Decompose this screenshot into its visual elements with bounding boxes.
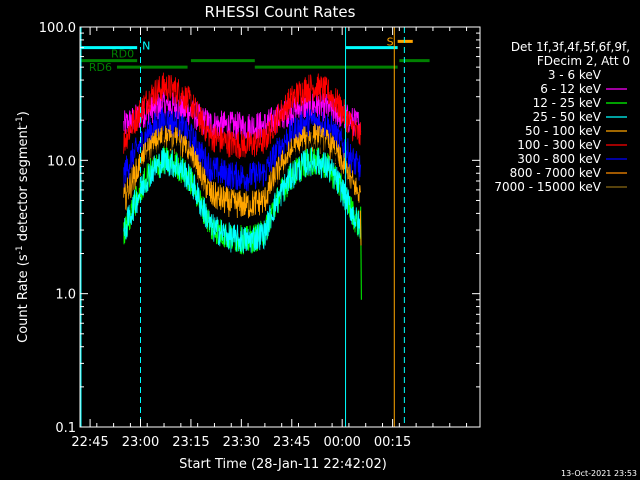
legend-label: 300 - 800 keV [517, 152, 601, 166]
series-line-25-50keV [123, 146, 362, 254]
chart-title: RHESSI Count Rates [205, 3, 356, 21]
legend-label: 6 - 12 keV [540, 82, 602, 96]
flag-label: N [142, 40, 150, 53]
legend-header-line-2: FDecim 2, Att 0 [537, 54, 630, 68]
plot-frame [79, 26, 481, 428]
legend-label: 100 - 300 keV [517, 138, 601, 152]
x-tick-label: 22:45 [71, 435, 108, 450]
series-line-3-6keV [123, 133, 362, 249]
x-tick-label: 00:15 [374, 435, 411, 450]
legend-header-line-1: Det 1f,3f,4f,5f,6f,9f, [511, 40, 630, 54]
x-tick-label: 23:30 [223, 435, 260, 450]
legend-label: 7000 - 15000 keV [494, 180, 601, 194]
series-line-100-300keV [123, 72, 362, 160]
series-dropout [359, 210, 362, 246]
y-tick-label: 0.1 [55, 421, 76, 436]
axis-layer: 0.1 1.0 10.0 100.0 22:45 23:00 23:15 23:30 23:45… [39, 21, 480, 450]
legend-label: 3 - 6 keV [548, 68, 602, 82]
x-tick-label: 23:15 [172, 435, 209, 450]
series-line-300-800keV [123, 107, 362, 192]
x-tick-label: 00:00 [323, 435, 360, 450]
x-axis-label: Start Time (28-Jan-11 22:42:02) [179, 457, 387, 472]
series-layer [123, 72, 362, 300]
x-tick-label: 23:45 [273, 435, 310, 450]
flag-label: RD0 [111, 48, 134, 61]
x-tick-label: 23:00 [122, 435, 159, 450]
flag-label: RD6 [89, 61, 112, 74]
legend-label: 12 - 25 keV [533, 96, 602, 110]
y-tick-label: 100.0 [39, 21, 76, 36]
legend-label: 25 - 50 keV [533, 110, 602, 124]
legend: Det 1f,3f,4f,5f,6f,9f, FDecim 2, Att 0 3… [494, 40, 630, 194]
vertical-lines-layer [80, 27, 405, 427]
series-line-6-12keV [123, 90, 362, 141]
y-tick-label: 10.0 [47, 154, 76, 169]
legend-label: 50 - 100 keV [525, 124, 602, 138]
legend-label: 800 - 7000 keV [510, 166, 602, 180]
flag-label: S [387, 35, 394, 48]
y-tick-label: 1.0 [55, 288, 76, 303]
y-axis-label: Count Rate (s-1 detector segment-1) [15, 111, 31, 343]
footer-timestamp: 13-Oct-2021 23:53 [561, 469, 637, 478]
